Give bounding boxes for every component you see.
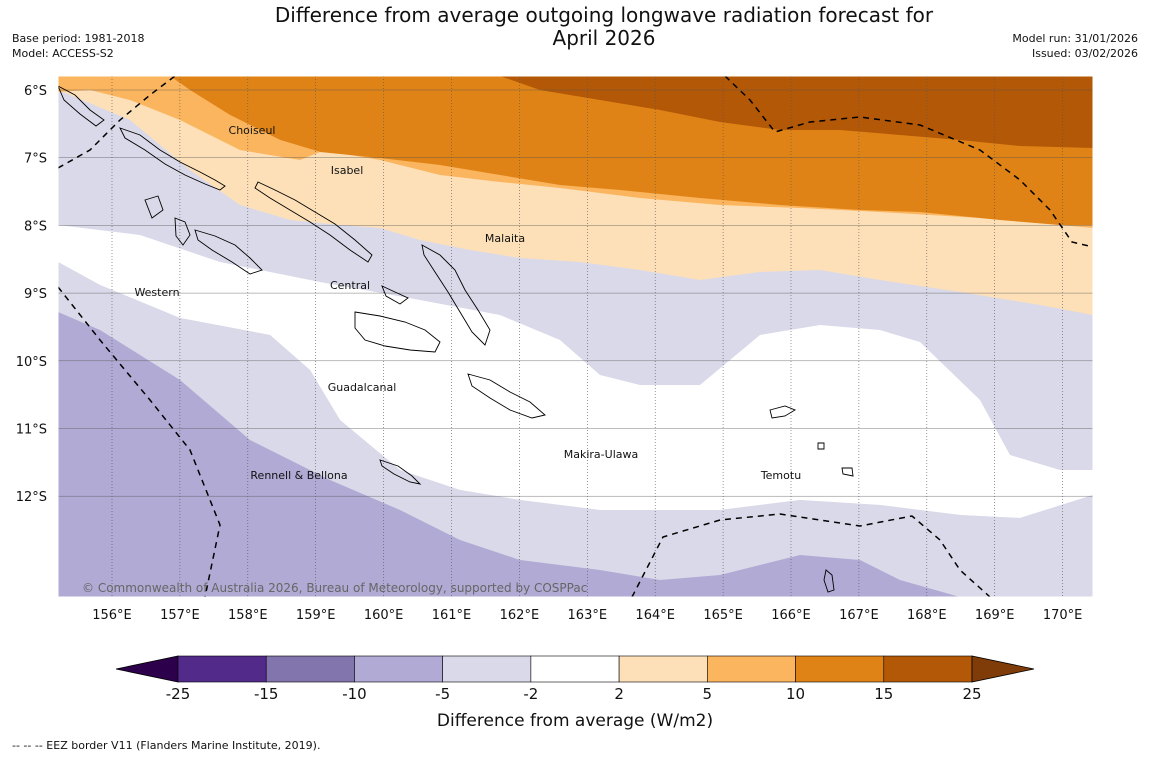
base-period: Base period: 1981-2018 <box>12 32 145 45</box>
issued-date: Issued: 03/02/2026 <box>1031 47 1138 60</box>
lon-label: 163°E <box>568 608 608 623</box>
region-label: Malaita <box>485 232 525 245</box>
colorbar-segment <box>795 655 885 683</box>
colorbar-segment <box>265 655 355 683</box>
island-southeast <box>823 569 835 593</box>
lon-label: 156°E <box>92 608 132 623</box>
colorbar-segment <box>618 655 708 683</box>
colorbar-tick: 2 <box>614 685 624 703</box>
grid-lines <box>58 76 1093 597</box>
eez-border <box>58 76 1093 597</box>
island-vella <box>144 195 164 219</box>
eez-legend: -- -- -- EEZ border V11 (Flanders Marine… <box>12 739 321 752</box>
island-western-a <box>174 217 191 246</box>
colorbar-tick: -10 <box>342 685 367 703</box>
colorbar-over-arrow <box>971 655 1035 683</box>
band-minus10-lower <box>58 312 960 597</box>
region-label: Central <box>330 279 370 292</box>
region-label: Guadalcanal <box>328 381 397 394</box>
eez-north-east <box>724 76 1093 248</box>
lon-label: 159°E <box>296 608 336 623</box>
island-bougainville <box>58 85 105 127</box>
lat-label: 7°S <box>24 152 47 167</box>
latitude-labels: 6°S 7°S 8°S 9°S 10°S 11°S 12°S <box>16 84 47 505</box>
colorbar-segment <box>442 655 532 683</box>
region-label: Western <box>134 286 179 299</box>
lat-label: 10°S <box>16 355 47 370</box>
region-labels: Choiseul Isabel Malaita Western Central Guada… <box>134 124 801 482</box>
colorbar-tick: 10 <box>786 685 805 703</box>
band-plus5-west <box>58 76 320 160</box>
lon-label: 158°E <box>228 608 268 623</box>
island-vanikoro <box>817 442 825 450</box>
lon-label: 164°E <box>635 608 675 623</box>
eez-south-east <box>631 513 991 597</box>
eez-south-west <box>58 286 221 597</box>
island-malaita <box>421 244 491 346</box>
colorbar-label: Difference from average (W/m2) <box>437 711 713 731</box>
colorbar-tick: -5 <box>435 685 450 703</box>
lat-label: 9°S <box>24 287 47 302</box>
island-santa-cruz <box>769 405 797 419</box>
lat-label: 12°S <box>16 490 47 505</box>
island-western-b <box>194 229 263 275</box>
band-neutral <box>58 225 1093 518</box>
colorbar-segment <box>707 655 796 683</box>
lat-label: 6°S <box>24 84 47 99</box>
island-guadalcanal <box>354 311 441 353</box>
colorbar-tick: 5 <box>703 685 713 703</box>
region-label: Rennell & Bellona <box>250 469 347 482</box>
island-choiseul <box>119 127 226 191</box>
colorbar-tick: 15 <box>874 685 893 703</box>
colorbar: -25 -15 -10 -5 -2 2 5 10 15 25 <box>115 655 1035 703</box>
colorbar-segment <box>354 655 443 683</box>
island-utupua <box>841 467 854 477</box>
contour-fill <box>58 76 1093 597</box>
lat-label: 8°S <box>24 219 47 234</box>
colorbar-segment <box>530 655 620 683</box>
region-label: Isabel <box>331 164 364 177</box>
lon-label: 167°E <box>839 608 879 623</box>
colorbar-under-arrow <box>115 655 179 683</box>
map-frame <box>57 75 1094 598</box>
longitude-labels: 156°E 157°E 158°E 159°E 160°E 161°E 162°E 163°E… <box>92 608 1082 623</box>
region-label: Makira-Ulawa <box>564 448 638 461</box>
model-run: Model run: 31/01/2026 <box>1012 32 1138 45</box>
model-name: Model: ACCESS-S2 <box>12 47 114 60</box>
colorbar-tick: -15 <box>254 685 279 703</box>
lon-label: 162°E <box>500 608 540 623</box>
lon-label: 166°E <box>771 608 811 623</box>
region-label: Choiseul <box>229 124 276 137</box>
island-makira <box>467 373 546 419</box>
lon-label: 170°E <box>1043 608 1083 623</box>
colorbar-segment <box>883 655 973 683</box>
islands <box>58 85 854 593</box>
run-info: Model run: 31/01/2026 Issued: 03/02/2026 <box>1012 31 1138 61</box>
title-line-2: April 2026 <box>552 26 656 50</box>
lon-label: 169°E <box>975 608 1015 623</box>
colorbar-tick: -25 <box>166 685 191 703</box>
colorbar-tick: 25 <box>962 685 981 703</box>
lon-label: 165°E <box>703 608 743 623</box>
map-title: Difference from average outgoing longwav… <box>0 4 1150 50</box>
lon-label: 161°E <box>432 608 472 623</box>
copyright-notice: © Commonwealth of Australia 2026, Bureau… <box>82 581 587 595</box>
base-info: Base period: 1981-2018 Model: ACCESS-S2 <box>12 31 144 61</box>
colorbar-tick: -2 <box>523 685 538 703</box>
lon-label: 160°E <box>364 608 404 623</box>
lon-label: 168°E <box>907 608 947 623</box>
island-rennell <box>379 459 422 485</box>
island-isabel <box>254 181 373 263</box>
title-line-1: Difference from average outgoing longwav… <box>274 3 934 27</box>
lon-label: 157°E <box>160 608 200 623</box>
colorbar-segment <box>177 655 267 683</box>
region-label: Temotu <box>760 469 801 482</box>
eez-north-west <box>58 76 176 169</box>
band-plus15 <box>500 76 1093 148</box>
island-florida <box>381 285 409 305</box>
lat-label: 11°S <box>16 423 47 438</box>
